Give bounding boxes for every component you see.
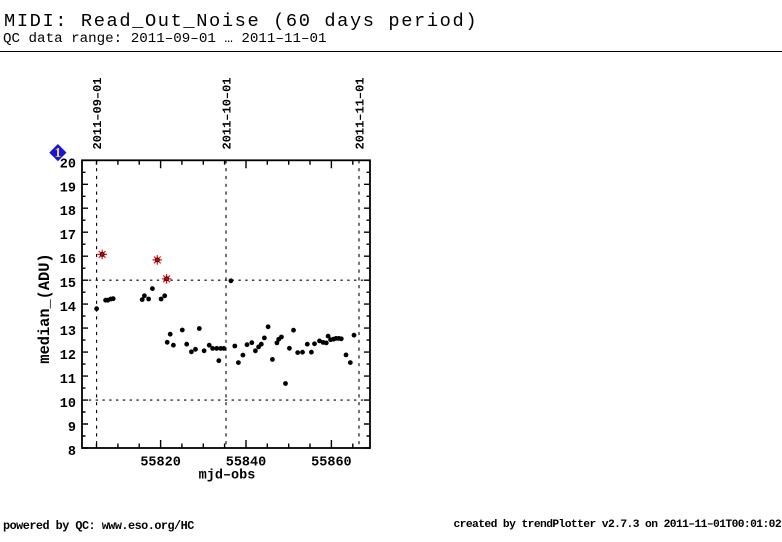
- svg-text:19: 19: [60, 181, 76, 196]
- svg-text:13: 13: [60, 325, 76, 340]
- svg-text:2011–11–01: 2011–11–01: [353, 77, 367, 149]
- svg-text:18: 18: [60, 205, 76, 220]
- svg-text:10: 10: [60, 397, 76, 412]
- svg-text:2011–09–01: 2011–09–01: [91, 77, 105, 149]
- svg-text:1: 1: [55, 145, 62, 160]
- svg-text:11: 11: [60, 373, 76, 388]
- svg-text:16: 16: [60, 253, 76, 268]
- svg-text:2011–10–01: 2011–10–01: [220, 77, 234, 149]
- svg-text:15: 15: [60, 277, 76, 292]
- svg-text:12: 12: [60, 349, 76, 364]
- svg-text:17: 17: [60, 229, 76, 244]
- svg-text:mjd–obs: mjd–obs: [199, 468, 256, 483]
- svg-text:20: 20: [60, 157, 76, 172]
- svg-text:55840: 55840: [226, 456, 267, 471]
- svg-text:55820: 55820: [140, 456, 181, 471]
- svg-text:median_(ADU): median_(ADU): [36, 253, 54, 363]
- svg-text:8: 8: [68, 445, 76, 460]
- svg-text:14: 14: [60, 301, 76, 316]
- svg-text:55860: 55860: [311, 456, 352, 471]
- svg-text:9: 9: [68, 421, 76, 436]
